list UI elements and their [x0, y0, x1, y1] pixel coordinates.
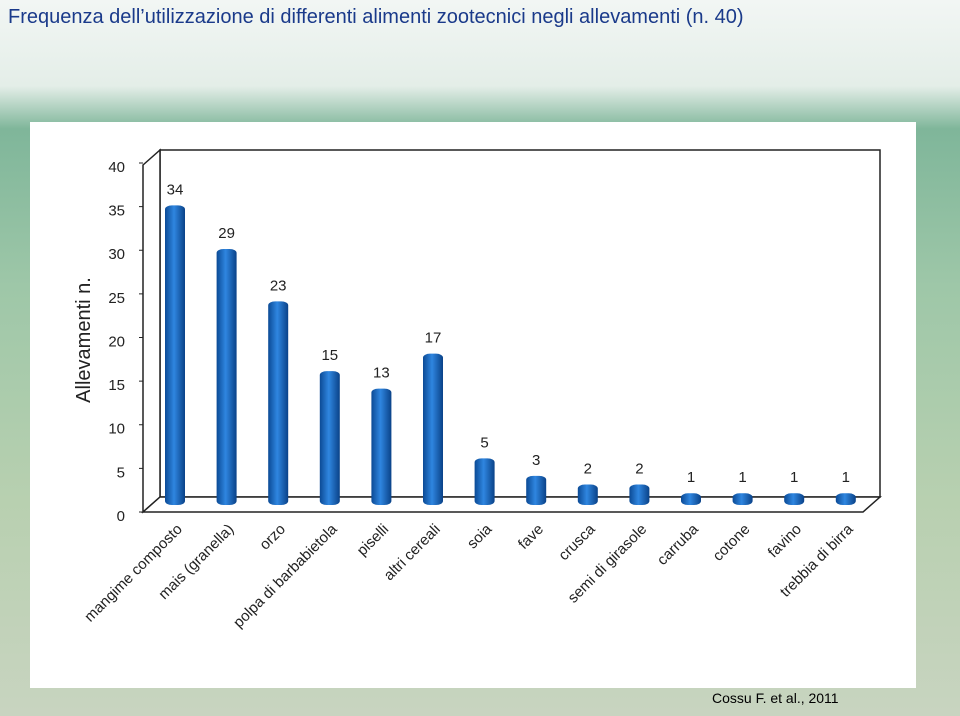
data-label: 17 [425, 330, 442, 347]
floor [141, 496, 882, 513]
slide-title: Frequenza dell’utilizzazione di differen… [8, 6, 744, 28]
data-label: 13 [373, 365, 390, 382]
data-label: 29 [218, 225, 235, 242]
bar [268, 301, 289, 505]
bar [681, 493, 701, 505]
data-label: 2 [635, 461, 643, 478]
bar [577, 484, 598, 505]
bar [629, 484, 650, 505]
y-axis-label: Allevamenti n. [73, 277, 95, 403]
back-wall [159, 149, 881, 498]
y-tick-label: 20 [108, 333, 125, 350]
y-tick-label: 40 [108, 159, 125, 176]
y-tick-label: 30 [108, 246, 125, 263]
data-label: 1 [842, 469, 850, 486]
bar [319, 371, 340, 505]
bar [784, 493, 805, 505]
bar [526, 475, 547, 505]
bar [474, 458, 495, 505]
y-tick-label: 10 [108, 421, 125, 438]
bar [423, 353, 443, 505]
data-label: 15 [321, 347, 338, 364]
side-wall [142, 148, 161, 514]
data-label: 5 [480, 434, 488, 451]
data-label: 3 [532, 452, 540, 469]
y-tick-label: 25 [108, 290, 125, 307]
source: Cossu F. et al., 2011 [712, 690, 839, 706]
y-tick-label: 5 [117, 464, 125, 481]
bar [216, 248, 237, 505]
data-label: 1 [790, 469, 798, 486]
y-tick-label: 15 [108, 377, 125, 394]
data-label: 23 [270, 277, 287, 294]
y-tick-label: 35 [108, 203, 125, 220]
bar [371, 388, 392, 505]
data-label: 1 [738, 469, 746, 486]
bar [732, 493, 753, 505]
bar [835, 493, 856, 505]
y-tick-label: 0 [117, 508, 125, 525]
data-label: 2 [584, 461, 592, 478]
data-label: 1 [687, 469, 695, 486]
bar [165, 205, 185, 505]
data-label: 34 [167, 181, 184, 198]
